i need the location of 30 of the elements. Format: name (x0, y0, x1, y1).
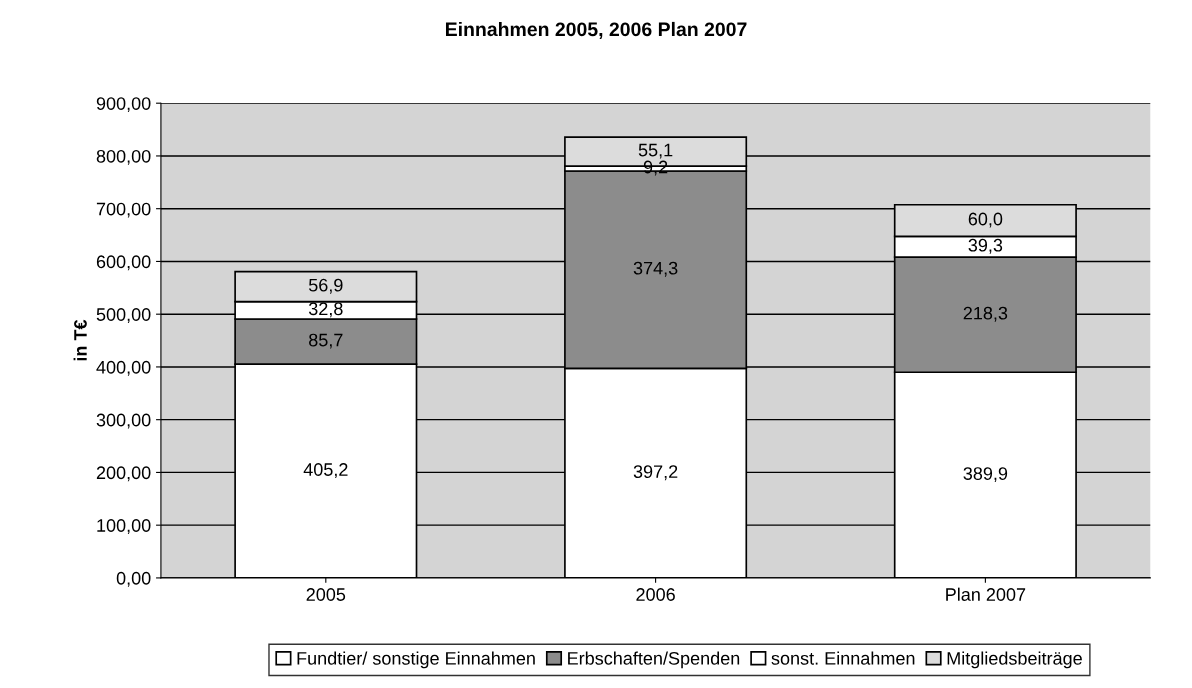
y-tick-label: 700,00 (96, 202, 151, 218)
y-tick-label: 0,00 (116, 571, 151, 587)
data-label: 389,9 (963, 467, 1008, 483)
legend-label: Mitgliedsbeiträge (947, 651, 1082, 669)
y-tick-label: 300,00 (96, 413, 151, 429)
y-tick-label: 200,00 (96, 466, 151, 482)
y-tick-label: 100,00 (97, 519, 151, 535)
y-tick-label: 800,00 (96, 149, 151, 165)
data-label: 39,3 (968, 238, 1003, 254)
legend-label: sonst. Einnahmen (771, 651, 915, 665)
y-tick-label: 900,00 (96, 97, 151, 113)
y-tick-label: 400,00 (96, 360, 151, 376)
data-label: 397,2 (633, 465, 678, 481)
data-label: 218,3 (963, 306, 1008, 322)
data-label: 55,1 (638, 143, 673, 159)
data-label: 374,3 (633, 261, 678, 277)
x-tick-label: 2005 (306, 588, 346, 601)
data-label: 405,2 (303, 463, 348, 479)
data-label: 32,8 (308, 302, 343, 318)
chart-title: Einnahmen 2005, 2006 Plan 2007 (445, 21, 747, 39)
data-label: 60,0 (968, 212, 1003, 228)
legend-label: Fundtier/ sonstige Einnahmen (297, 651, 535, 669)
y-axis-title: in T€ (73, 319, 87, 361)
y-tick-label: 600,00 (96, 255, 151, 271)
legend-label: Erbschaften/Spenden (568, 651, 740, 669)
x-tick-label: Plan 2007 (946, 587, 1026, 601)
x-tick-label: 2006 (636, 588, 675, 601)
data-label: 85,7 (309, 333, 343, 349)
data-label: 56,9 (308, 278, 343, 294)
y-tick-label: 500,00 (96, 308, 151, 324)
